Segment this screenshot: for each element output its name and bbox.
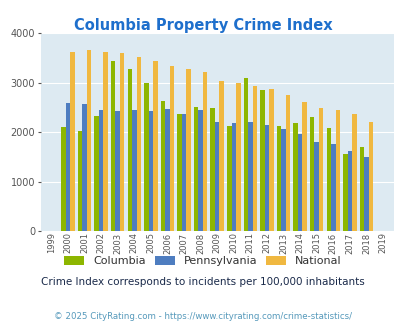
Bar xyxy=(78,131,82,231)
Bar xyxy=(82,104,87,231)
Bar xyxy=(165,109,169,231)
Bar xyxy=(335,110,339,231)
Bar xyxy=(219,81,224,231)
Bar xyxy=(61,127,66,231)
Bar xyxy=(153,61,157,231)
Bar xyxy=(148,111,153,231)
Bar xyxy=(111,61,115,231)
Bar xyxy=(252,86,256,231)
Bar xyxy=(160,101,165,231)
Bar xyxy=(326,128,330,231)
Bar xyxy=(231,123,235,231)
Text: © 2025 CityRating.com - https://www.cityrating.com/crime-statistics/: © 2025 CityRating.com - https://www.city… xyxy=(54,313,351,321)
Bar xyxy=(297,135,302,231)
Text: Crime Index corresponds to incidents per 100,000 inhabitants: Crime Index corresponds to incidents per… xyxy=(41,278,364,287)
Bar xyxy=(202,72,207,231)
Bar xyxy=(368,122,372,231)
Bar xyxy=(70,52,75,231)
Bar xyxy=(198,110,202,231)
Bar xyxy=(136,57,141,231)
Bar xyxy=(119,53,124,231)
Legend: Columbia, Pennsylvania, National: Columbia, Pennsylvania, National xyxy=(60,251,345,271)
Bar xyxy=(302,102,306,231)
Bar xyxy=(103,52,108,231)
Bar xyxy=(281,129,285,231)
Bar xyxy=(330,144,335,231)
Bar xyxy=(351,114,356,231)
Bar xyxy=(269,89,273,231)
Bar xyxy=(226,126,231,231)
Bar xyxy=(127,69,132,231)
Bar xyxy=(235,83,240,231)
Bar xyxy=(169,66,174,231)
Bar xyxy=(314,142,318,231)
Bar xyxy=(309,117,314,231)
Bar xyxy=(264,125,269,231)
Bar xyxy=(177,114,181,231)
Bar xyxy=(247,122,252,231)
Bar xyxy=(285,95,290,231)
Bar xyxy=(186,69,190,231)
Bar xyxy=(243,78,247,231)
Bar xyxy=(99,110,103,231)
Bar xyxy=(293,123,297,231)
Bar xyxy=(181,114,186,231)
Bar xyxy=(260,90,264,231)
Bar xyxy=(359,147,363,231)
Bar xyxy=(276,126,281,231)
Bar xyxy=(132,110,136,231)
Text: Columbia Property Crime Index: Columbia Property Crime Index xyxy=(73,18,332,33)
Bar xyxy=(318,108,323,231)
Bar xyxy=(210,108,214,231)
Bar xyxy=(66,103,70,231)
Bar xyxy=(144,82,148,231)
Bar xyxy=(347,151,351,231)
Bar xyxy=(115,111,119,231)
Bar xyxy=(342,154,347,231)
Bar xyxy=(363,157,368,231)
Bar xyxy=(87,50,91,231)
Bar xyxy=(194,107,198,231)
Bar xyxy=(94,116,99,231)
Bar xyxy=(214,122,219,231)
